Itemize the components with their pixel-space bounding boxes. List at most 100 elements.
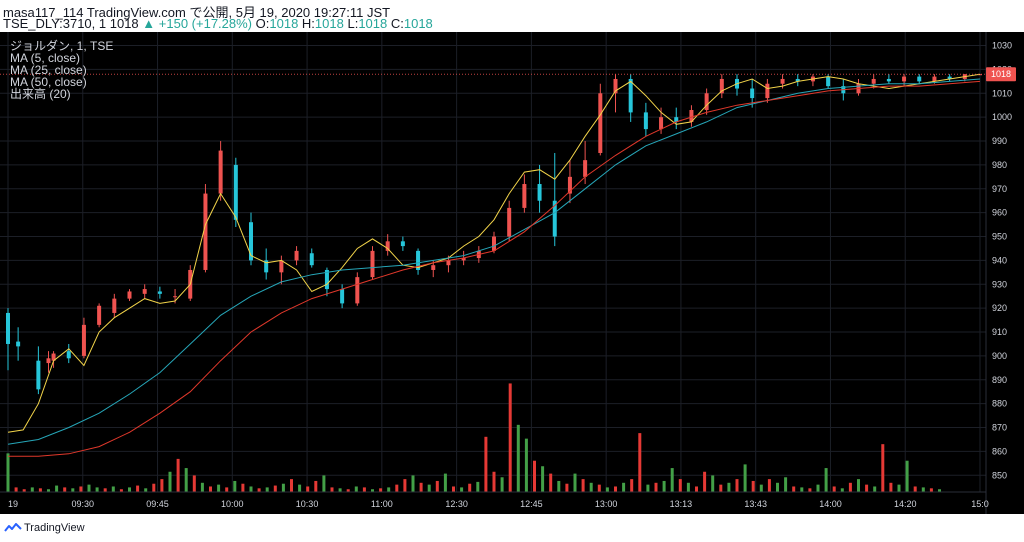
chart-background (0, 32, 1024, 514)
volume-bar (330, 487, 334, 492)
last-price-tag: 1018 (986, 67, 1016, 82)
price-tick-label: 990 (992, 136, 1007, 146)
price-tick-label: 980 (992, 160, 1007, 170)
price-tick-label: 970 (992, 184, 1007, 194)
volume-bar (703, 471, 707, 492)
legend-ma5[interactable]: MA (5, close) (10, 51, 81, 65)
price-change: +150 (+17.28%) (158, 16, 253, 31)
volume-bar (848, 482, 852, 492)
candle-body (795, 78, 800, 82)
high-label: H: (301, 16, 315, 31)
legend-volume[interactable]: 出来高 (20) (10, 87, 71, 101)
candle-body (461, 258, 466, 261)
volume-bar (322, 475, 326, 492)
publish-header: masa117_114 TradingView.com で公開, 5月 19, … (0, 0, 1024, 32)
volume-bar (500, 477, 504, 492)
volume-bar (662, 480, 666, 492)
author-name[interactable]: masa117_114 (3, 5, 84, 20)
volume-bar (776, 482, 779, 492)
candle-body (203, 193, 208, 270)
volume-bar (128, 487, 131, 492)
legend-ma50[interactable]: MA (50, close) (10, 75, 87, 89)
close-label: C: (390, 16, 404, 31)
volume-bar (767, 479, 771, 492)
indicator-legend: ジョルダン, 1, TSE MA (5, close) MA (25, clos… (10, 40, 113, 100)
price-tick-label: 900 (992, 351, 1007, 361)
volume-bar (95, 487, 99, 492)
volume-bar (573, 473, 577, 492)
volume-bar (557, 480, 561, 492)
volume-bar (686, 482, 690, 492)
volume-bar (630, 479, 634, 492)
volume-bar (346, 489, 350, 492)
candle-body (674, 117, 679, 122)
volume-bar (759, 484, 763, 492)
volume-bar (638, 433, 642, 492)
volume-bar (597, 484, 601, 492)
low-label: L: (347, 16, 359, 31)
volume-bar (857, 479, 860, 492)
candle-body (780, 78, 785, 84)
volume-bar (168, 471, 172, 492)
legend-ma25[interactable]: MA (25, close) (10, 63, 87, 77)
time-tick-label: 10:00 (221, 499, 244, 509)
legend-symbol[interactable]: ジョルダン, 1, TSE (10, 39, 114, 53)
volume-bar (6, 453, 10, 492)
volume-bar (549, 473, 553, 492)
candle-body (537, 184, 542, 201)
candle-body (324, 269, 329, 290)
volume-bar (865, 484, 869, 492)
volume-bar (452, 486, 455, 492)
volume-bar (792, 486, 796, 492)
symbol-name: TSE_DLY:3710, 1 (3, 16, 107, 31)
candle-body (6, 312, 10, 344)
candle-body (689, 110, 694, 122)
candle-body (886, 78, 891, 82)
candle-body (385, 241, 390, 251)
volume-bar (460, 487, 464, 492)
change-up-icon: ▲ (142, 16, 156, 31)
candle-body (552, 200, 557, 237)
candle-body (112, 298, 117, 313)
price-chart[interactable]: 850 860 870 880 890 900 910 920 930 940 950 960 970 9… (0, 32, 1024, 514)
price-tick-label: 850 (992, 470, 1007, 480)
volume-bar (913, 486, 917, 492)
volume-bar (403, 479, 407, 492)
volume-bar (735, 479, 739, 492)
volume-bar (541, 466, 545, 492)
time-tick-label: 19 (8, 499, 18, 509)
volume-bar (929, 488, 933, 492)
candle-body (157, 291, 162, 294)
footer-bar: TradingView (0, 514, 1024, 542)
volume-bar (533, 460, 536, 492)
volume-bar (298, 484, 302, 492)
candle-body (294, 250, 299, 261)
volume-bar (565, 483, 569, 492)
time-tick-label: 09:30 (72, 499, 95, 509)
volume-bar (840, 488, 844, 492)
candle-body (400, 241, 405, 247)
volume-bar (614, 486, 617, 492)
volume-bar (265, 487, 269, 492)
candle-body (628, 78, 633, 113)
volume-bar (79, 486, 83, 492)
price-tick-label: 890 (992, 375, 1007, 385)
volume-bar (273, 485, 277, 492)
volume-bar (362, 487, 366, 492)
volume-bar (119, 489, 123, 492)
volume-bar (670, 468, 674, 492)
low-value: 1018 (358, 16, 388, 31)
volume-bar (419, 482, 423, 492)
volume-bar (808, 488, 812, 492)
volume-bar (589, 482, 593, 492)
volume-bar (14, 487, 18, 492)
price-tick-label: 910 (992, 327, 1007, 337)
price-tick-label: 860 (992, 446, 1007, 456)
volume-bar (257, 488, 261, 492)
time-tick-label: 15:0 (971, 499, 989, 509)
volume-bar (719, 484, 723, 492)
time-tick-label: 11:00 (371, 499, 393, 509)
time-axis[interactable]: 19 09:30 09:45 10:00 10:30 11:00 12:30 12:45 13:… (8, 499, 989, 509)
volume-bar (816, 484, 820, 492)
volume-bar (646, 484, 650, 492)
